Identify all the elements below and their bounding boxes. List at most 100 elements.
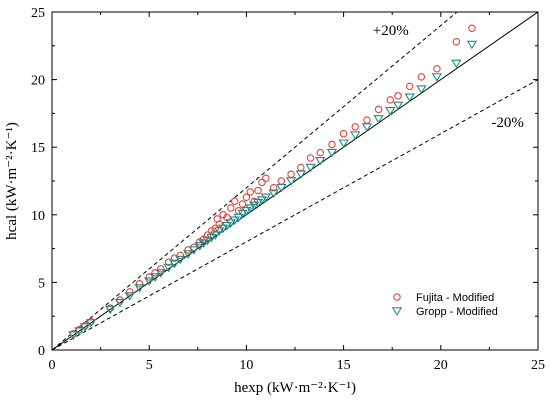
fujita-point: [328, 140, 336, 149]
legend-circle: [393, 293, 401, 301]
fujita-point: [339, 129, 348, 138]
fujita-point: [287, 170, 295, 178]
fujita-point: [246, 188, 255, 196]
gropp-point: [252, 198, 264, 208]
gropp-point: [225, 219, 237, 228]
gropp-point: [198, 239, 209, 249]
y-tick-label: 5: [38, 276, 45, 291]
fujita-point: [306, 154, 315, 162]
gropp-point: [404, 93, 415, 103]
x-tick-label: 5: [146, 358, 153, 373]
fujita-point: [176, 251, 185, 260]
gropp-point: [74, 327, 85, 336]
gropp-point: [385, 106, 396, 116]
gropp-point: [188, 246, 200, 255]
gropp-point: [229, 216, 240, 226]
gropp-point: [466, 40, 478, 50]
y-tick-label: 20: [31, 74, 45, 89]
minus-20-percent-line: [52, 79, 538, 350]
gropp-point: [276, 184, 287, 193]
y-axis-label: hcal (kW·m⁻²·K⁻¹): [4, 122, 20, 240]
x-tick-label: 0: [49, 358, 56, 373]
fujita-point: [269, 184, 278, 192]
gropp-point: [144, 277, 155, 286]
gropp-point: [134, 284, 145, 293]
gropp-point: [210, 231, 221, 240]
gropp-point: [392, 101, 404, 111]
gropp-point: [79, 323, 91, 332]
gropp-point: [124, 292, 135, 301]
legend: Fujita - Modified Gropp - Modified: [391, 292, 498, 318]
gropp-point: [315, 157, 326, 166]
gropp-point: [85, 319, 97, 328]
y-tick-label: 0: [38, 344, 45, 359]
fujita-point: [374, 105, 383, 114]
gropp-point: [114, 298, 126, 308]
fujita-point: [254, 186, 262, 195]
plus-20-percent-label: +20%: [373, 23, 409, 39]
fujita-point: [230, 197, 239, 206]
gropp-point: [295, 170, 307, 180]
fujita-point: [277, 177, 286, 185]
fujita-point: [316, 148, 325, 157]
fujita-point: [452, 37, 461, 46]
gropp-point: [350, 131, 361, 140]
gropp-point: [221, 221, 233, 231]
fujita-point: [227, 204, 235, 212]
gropp-point: [305, 163, 316, 173]
x-tick-label: 25: [531, 358, 545, 373]
fujita-point: [363, 116, 371, 124]
gropp-point: [233, 213, 244, 223]
gropp-point: [206, 234, 217, 243]
gropp-point: [105, 305, 116, 315]
x-tick-label: 10: [239, 358, 253, 373]
gropp-point: [361, 123, 373, 132]
gropp-point: [68, 331, 79, 340]
fujita-point: [433, 65, 441, 73]
y-tick-label: 25: [31, 6, 45, 21]
legend-entry-fujita: Fujita - Modified: [393, 292, 494, 304]
minus-20-percent-label: -20%: [491, 115, 524, 131]
gropp-point: [175, 255, 186, 265]
legend-entry-gropp: Gropp - Modified: [391, 306, 498, 318]
legend-triangle-marker: [391, 307, 403, 316]
x-tick-label: 15: [337, 358, 351, 373]
legend-circle-marker: [393, 293, 401, 301]
fujita-point: [238, 200, 247, 208]
gropp-point: [237, 209, 248, 219]
gropp-point: [373, 115, 384, 124]
fujita-point: [468, 24, 476, 32]
fujita-point: [405, 82, 414, 91]
gropp-point: [326, 148, 338, 158]
gropp-point: [416, 85, 427, 94]
fujita-point: [417, 73, 426, 81]
gropp-point: [431, 73, 443, 82]
gropp-point: [256, 196, 268, 205]
gropp-point: [194, 242, 205, 251]
legend-label-fujita: Fujita - Modified: [416, 292, 494, 304]
legend-label-gropp: Gropp - Modified: [416, 306, 498, 318]
gropp-point: [245, 204, 256, 213]
data-markers: [68, 24, 478, 340]
gropp-point: [182, 250, 194, 259]
gropp-point: [285, 177, 297, 186]
fujita-point: [262, 174, 270, 183]
gropp-point: [155, 269, 167, 278]
gropp-point: [214, 227, 225, 236]
x-axis-label: hexp (kW·m⁻²·K⁻¹): [234, 380, 356, 396]
fujita-point: [386, 96, 395, 104]
fujita-point: [351, 123, 360, 131]
gropp-point: [260, 193, 272, 203]
fujita-point: [242, 193, 251, 201]
gropp-point: [451, 59, 462, 69]
x-tick-label: 20: [434, 358, 448, 373]
legend-triangle: [391, 307, 403, 316]
y-tick-label: 15: [31, 141, 45, 156]
axis-ticks: 0 5 10 15 20 25 0 5 10 15 20 25: [31, 6, 545, 373]
gropp-point: [169, 259, 180, 269]
fujita-point: [126, 288, 134, 296]
gropp-point: [202, 236, 213, 246]
gropp-point: [248, 201, 260, 211]
fujita-point: [258, 178, 266, 187]
